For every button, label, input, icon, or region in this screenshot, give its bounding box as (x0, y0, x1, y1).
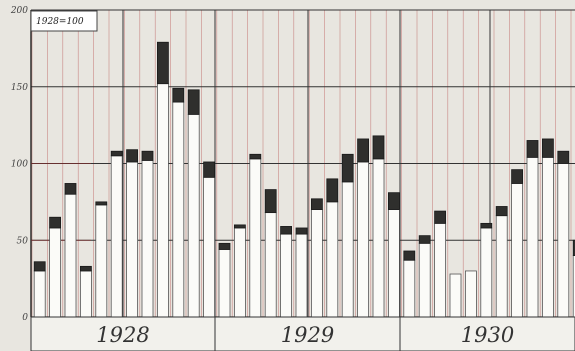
y-tick-label: 0 (22, 313, 28, 323)
bar-top (326, 178, 339, 203)
bar-base (449, 273, 462, 318)
bar-top (341, 153, 354, 183)
bar-base (542, 156, 554, 318)
bar-base (557, 163, 570, 318)
bar-top (511, 169, 524, 184)
bar-top (33, 261, 46, 272)
bar-top (418, 235, 431, 244)
bar-base (264, 212, 277, 318)
bar-base (33, 270, 46, 318)
year-label: 1928 (96, 323, 149, 347)
bar-base (110, 155, 123, 318)
bar-base (357, 161, 370, 318)
year-label: 1930 (461, 323, 514, 347)
bar-top (403, 250, 416, 261)
bar-top (387, 192, 400, 210)
bar-base (295, 233, 308, 318)
bar-top (64, 183, 77, 195)
bar-top (557, 150, 570, 164)
bar-top (233, 224, 246, 229)
bar-base (326, 201, 339, 318)
bar-top (264, 189, 277, 214)
bar-top (80, 265, 92, 272)
bar-base (64, 193, 77, 318)
bar-base (280, 233, 293, 318)
bar-base (49, 227, 61, 318)
bar-top (141, 150, 154, 161)
year-band: 1928 1929 1930 (30, 316, 575, 351)
bar-top (172, 87, 185, 103)
bar-base (310, 209, 323, 318)
bar-base (141, 160, 154, 318)
bar-top (49, 216, 61, 229)
bars (33, 41, 575, 318)
bar-top (495, 206, 508, 217)
bar-base (403, 259, 416, 318)
year-band-background (30, 316, 575, 351)
bar-top (156, 41, 169, 85)
bar-base (511, 183, 524, 318)
bar-top (218, 242, 231, 250)
bar-base (526, 156, 539, 318)
bar-base (418, 242, 431, 318)
bar-top (310, 198, 323, 210)
y-tick-label: 50 (17, 236, 29, 246)
y-tick-label: 200 (10, 6, 28, 16)
bar-top (480, 222, 493, 229)
bar-base (80, 270, 92, 318)
bar-base (495, 215, 508, 318)
bar-base (372, 158, 385, 318)
note-box (30, 10, 98, 32)
bar-top (203, 161, 216, 178)
y-axis-ticks: 0 50 100 150 200 (10, 6, 28, 323)
bar-base (187, 113, 200, 318)
bar-top (126, 149, 138, 163)
note-label: 1928=100 (36, 17, 84, 27)
bar-top (542, 138, 554, 158)
bar-top (95, 201, 108, 206)
bar-top (526, 140, 539, 158)
reference-lines (31, 163, 91, 241)
bar-top (572, 239, 575, 256)
year-label: 1929 (281, 323, 334, 347)
bar-top (357, 138, 370, 163)
bar-base (218, 249, 231, 318)
bar-base (203, 176, 216, 318)
bar-top (187, 89, 200, 115)
bar-base (126, 161, 138, 318)
bar-base (172, 101, 185, 318)
bar-base (464, 270, 477, 318)
bar-base (233, 227, 246, 318)
bar-top (372, 135, 385, 160)
bar-top (295, 227, 308, 235)
bar-base (156, 83, 169, 318)
y-tick-label: 150 (11, 83, 28, 93)
bar-base (95, 204, 108, 318)
bar-base (434, 222, 447, 318)
bar-top (249, 153, 262, 160)
bar-base (249, 158, 262, 318)
chart-note: 1928=100 (30, 10, 98, 32)
y-tick-label: 100 (11, 160, 28, 170)
bar-base (480, 227, 493, 318)
bar-top (280, 226, 293, 235)
bar-top (110, 150, 123, 157)
bar-base (341, 181, 354, 318)
bar-base (387, 209, 400, 318)
bar-top (434, 210, 447, 224)
bar-base (572, 255, 575, 318)
